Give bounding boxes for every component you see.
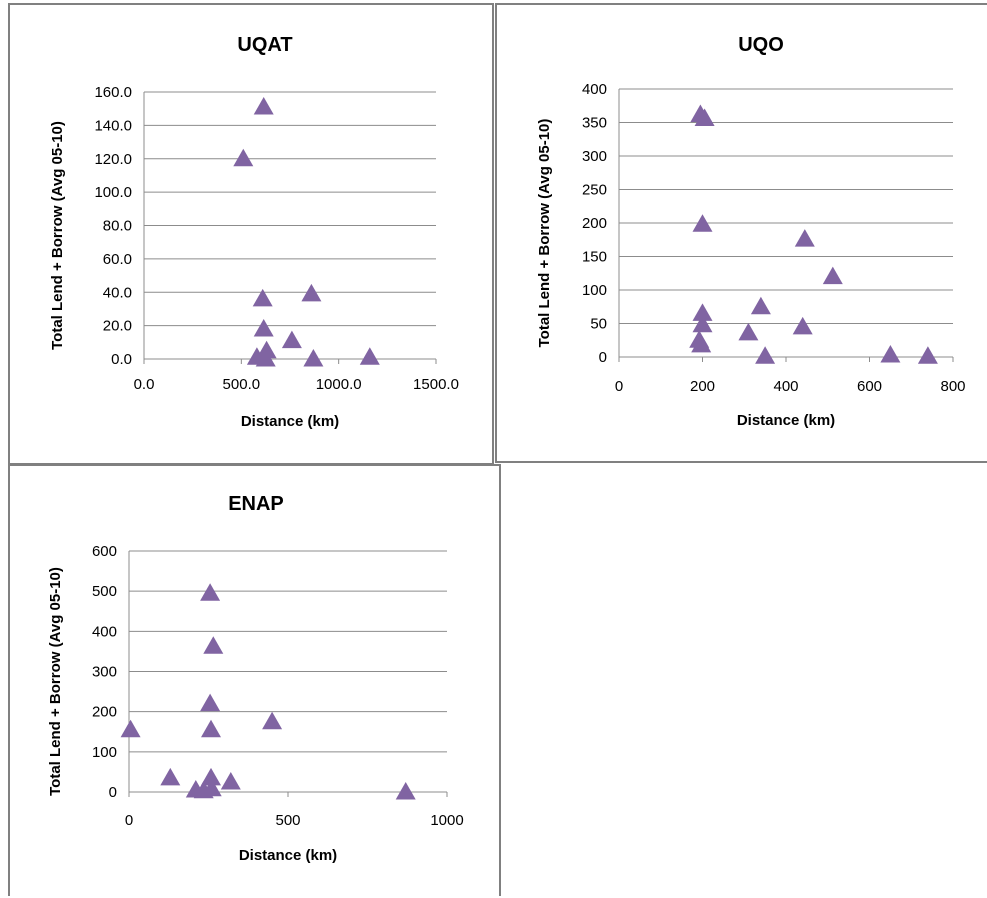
data-point [262, 711, 283, 730]
y-tick-label: 140.0 [94, 117, 132, 134]
chart-uqat: UQAT 0.0 20.0 40.0 60.0 80.0 100.0 120.0 140.0 16… [49, 34, 459, 430]
data-point [794, 229, 815, 247]
y-tick-label: 400 [582, 81, 607, 98]
x-tick-label: 500.0 [223, 376, 261, 393]
y-tick-label: 300 [582, 148, 607, 165]
data-point [738, 322, 759, 341]
chart-uqo: UQO 0 50 100 150 200 250 300 350 400 0 200 400 600 800… [536, 34, 966, 429]
chart-panel-uqat: UQAT 0.0 20.0 40.0 60.0 80.0 100.0 120.0 140.0 16… [8, 3, 494, 465]
y-tick-label: 300 [92, 664, 117, 681]
y-tick-label: 0 [599, 349, 607, 366]
data-point [692, 214, 713, 232]
data-point [201, 778, 222, 797]
data-point [233, 148, 254, 167]
x-tick-label: 200 [690, 378, 715, 395]
y-tick-label: 0.0 [111, 351, 132, 368]
chart-panel-uqo: UQO 0 50 100 150 200 250 300 350 400 0 200 400 600 800… [495, 3, 987, 463]
x-tick-label: 600 [857, 378, 882, 395]
x-tick-label: 1000.0 [316, 376, 362, 393]
data-point [253, 97, 274, 115]
x-axis-title: Distance (km) [737, 412, 835, 429]
y-axis-title: Total Lend + Borrow (Avg 05-10) [536, 119, 553, 348]
x-tick-label: 1000 [430, 812, 463, 829]
y-tick-label: 160.0 [94, 84, 132, 101]
y-tick-label: 50 [590, 316, 607, 333]
y-tick-label: 600 [92, 543, 117, 560]
x-tick-label: 400 [773, 378, 798, 395]
y-tick-label: 80.0 [103, 218, 132, 235]
data-point [201, 719, 221, 738]
chart-title-uqat: UQAT [237, 34, 292, 56]
x-axis-title: Distance (km) [239, 847, 337, 864]
data-point [692, 314, 713, 333]
y-tick-label: 40.0 [103, 284, 132, 301]
data-point [256, 340, 277, 359]
y-tick-label: 150 [582, 249, 607, 266]
data-point [694, 108, 715, 126]
x-tick-label: 0.0 [134, 376, 155, 393]
y-tick-label: 200 [92, 704, 117, 721]
data-point [755, 346, 776, 364]
data-point [252, 288, 273, 307]
data-point [691, 334, 712, 353]
data-point [395, 782, 416, 800]
data-point [220, 772, 241, 790]
data-point [201, 767, 221, 786]
data-point [303, 349, 324, 367]
y-tick-label: 100 [582, 282, 607, 299]
x-tick-label: 0 [125, 812, 133, 829]
data-point [253, 319, 274, 337]
y-tick-label: 60.0 [103, 251, 132, 268]
y-tick-label: 20.0 [103, 318, 132, 335]
y-tick-label: 250 [582, 182, 607, 199]
y-tick-label: 400 [92, 623, 117, 640]
data-point [917, 346, 938, 364]
y-tick-label: 0 [109, 784, 117, 801]
y-tick-label: 120.0 [94, 151, 132, 168]
x-axis-title: Distance (km) [241, 413, 339, 430]
y-tick-label: 350 [582, 115, 607, 132]
data-point [160, 767, 181, 786]
y-tick-label: 100 [92, 744, 117, 761]
x-tick-label: 0 [615, 378, 623, 395]
x-tick-label: 800 [940, 378, 965, 395]
data-point [792, 316, 813, 335]
data-point [203, 636, 224, 654]
data-point [750, 296, 771, 315]
y-axis-title: Total Lend + Borrow (Avg 05-10) [47, 567, 64, 796]
x-tick-label: 1500.0 [413, 376, 459, 393]
chart-title-uqo: UQO [738, 34, 784, 56]
data-point [255, 349, 276, 367]
data-point [822, 266, 843, 285]
chart-enap: ENAP 0 100 200 300 400 500 600 0 500 1000 Distance … [47, 493, 464, 864]
data-point [120, 719, 141, 738]
x-tick-label: 500 [275, 812, 300, 829]
data-point [281, 330, 302, 349]
y-tick-label: 100.0 [94, 184, 132, 201]
y-tick-label: 500 [92, 583, 117, 600]
chart-title-enap: ENAP [228, 493, 284, 515]
chart-panel-enap: ENAP 0 100 200 300 400 500 600 0 500 1000 Distance … [8, 464, 501, 896]
y-axis-title: Total Lend + Borrow (Avg 05-10) [49, 121, 66, 350]
data-point [200, 693, 221, 712]
data-point [359, 347, 380, 365]
data-point [880, 345, 901, 363]
data-point [200, 583, 221, 601]
y-tick-label: 200 [582, 215, 607, 232]
data-point [692, 303, 713, 321]
data-point [301, 283, 322, 302]
